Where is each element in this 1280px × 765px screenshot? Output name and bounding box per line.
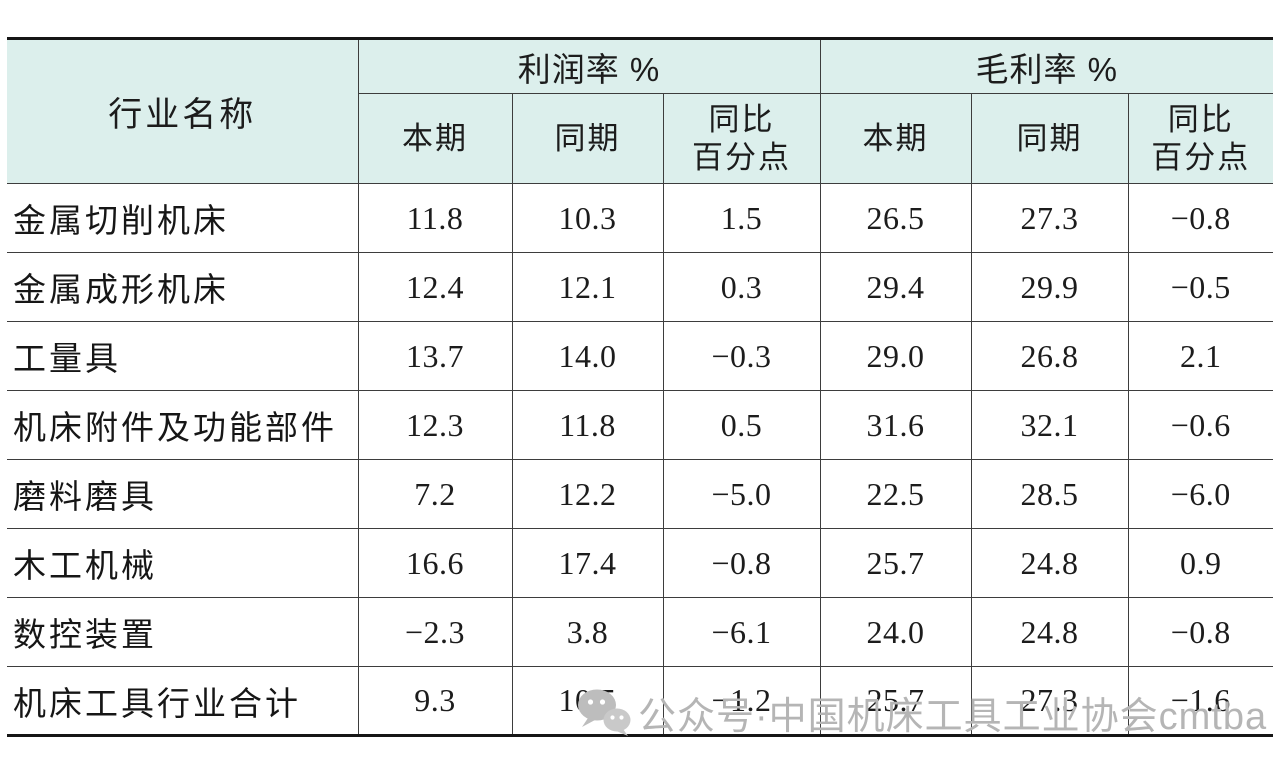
- value-cell: 26.5: [819, 183, 972, 253]
- industry-name-cell: 磨料磨具: [7, 459, 359, 529]
- value-cell: 27.3: [970, 183, 1129, 253]
- value-cell: −1.2: [662, 666, 821, 736]
- header-margin-current: 本期: [819, 93, 972, 184]
- value-cell: −1.6: [1127, 666, 1274, 736]
- industry-name-cell: 数控装置: [7, 597, 359, 667]
- table-row: 金属切削机床 11.8 10.3 1.5 26.5 27.3 −0.8: [7, 183, 1274, 253]
- value-cell: 25.7: [819, 528, 972, 598]
- value-cell: 26.8: [970, 321, 1129, 391]
- header-profit-current: 本期: [358, 93, 513, 184]
- value-cell: 12.1: [511, 252, 664, 322]
- value-cell: 0.3: [662, 252, 821, 322]
- value-cell: −0.6: [1127, 390, 1274, 460]
- value-cell: −5.0: [662, 459, 821, 529]
- value-cell: 13.7: [357, 321, 513, 391]
- value-cell: −6.0: [1127, 459, 1274, 529]
- value-cell: 29.9: [970, 252, 1129, 322]
- value-cell: 24.0: [819, 597, 972, 667]
- value-cell: 0.5: [662, 390, 821, 460]
- value-cell: 10.5: [511, 666, 664, 736]
- value-cell: 9.3: [357, 666, 513, 736]
- value-cell: −0.8: [662, 528, 821, 598]
- industry-name-cell: 金属成形机床: [7, 252, 359, 322]
- value-cell: 28.5: [970, 459, 1129, 529]
- header-margin-prior: 同期: [970, 93, 1129, 184]
- value-cell: −0.3: [662, 321, 821, 391]
- value-cell: 1.5: [662, 183, 821, 253]
- table-row: 金属成形机床 12.4 12.1 0.3 29.4 29.9 −0.5: [7, 252, 1274, 322]
- industry-name-cell: 机床附件及功能部件: [7, 390, 359, 460]
- value-cell: −0.8: [1127, 597, 1274, 667]
- value-cell: −0.8: [1127, 183, 1274, 253]
- table-row: 木工机械 16.6 17.4 −0.8 25.7 24.8 0.9: [7, 528, 1274, 598]
- industry-profit-table: 行业名称 利润率 % 毛利率 % 本期 同期 同比 百分点 本期 同期 同比 百…: [7, 37, 1274, 737]
- industry-name-cell: 工量具: [7, 321, 359, 391]
- value-cell: 25.7: [819, 666, 972, 736]
- value-cell: 22.5: [819, 459, 972, 529]
- industry-name-cell: 木工机械: [7, 528, 359, 598]
- value-cell: 7.2: [357, 459, 513, 529]
- value-cell: 16.6: [357, 528, 513, 598]
- value-cell: 12.3: [357, 390, 513, 460]
- value-cell: 32.1: [970, 390, 1129, 460]
- value-cell: 12.2: [511, 459, 664, 529]
- table-row: 数控装置 −2.3 3.8 −6.1 24.0 24.8 −0.8: [7, 597, 1274, 667]
- table-row: 机床附件及功能部件 12.3 11.8 0.5 31.6 32.1 −0.6: [7, 390, 1274, 460]
- header-group-profit-rate: 利润率 %: [357, 38, 821, 94]
- value-cell: 29.4: [819, 252, 972, 322]
- industry-name-cell: 机床工具行业合计: [7, 666, 359, 736]
- value-cell: 27.3: [970, 666, 1129, 736]
- header-sub-row: 本期 同期 同比 百分点 本期 同期 同比 百分点: [7, 93, 1274, 184]
- value-cell: 24.8: [970, 528, 1129, 598]
- value-cell: 0.9: [1127, 528, 1274, 598]
- value-cell: 11.8: [511, 390, 664, 460]
- value-cell: 31.6: [819, 390, 972, 460]
- value-cell: 14.0: [511, 321, 664, 391]
- value-cell: 11.8: [357, 183, 513, 253]
- table-row-total: 机床工具行业合计 9.3 10.5 −1.2 25.7 27.3 −1.6: [7, 666, 1274, 736]
- header-profit-yoy-pp: 同比 百分点: [662, 93, 821, 184]
- header-group-gross-margin: 毛利率 %: [819, 38, 1274, 94]
- header-industry-name: 行业名称: [7, 38, 359, 184]
- value-cell: 10.3: [511, 183, 664, 253]
- value-cell: 24.8: [970, 597, 1129, 667]
- value-cell: −6.1: [662, 597, 821, 667]
- table-row: 工量具 13.7 14.0 −0.3 29.0 26.8 2.1: [7, 321, 1274, 391]
- value-cell: 29.0: [819, 321, 972, 391]
- value-cell: 17.4: [511, 528, 664, 598]
- header-margin-yoy-pp: 同比 百分点: [1127, 93, 1274, 184]
- header-profit-prior: 同期: [511, 93, 664, 184]
- industry-name-cell: 金属切削机床: [7, 183, 359, 253]
- header-group-row: 行业名称 利润率 % 毛利率 %: [7, 38, 1274, 184]
- value-cell: −0.5: [1127, 252, 1274, 322]
- value-cell: −2.3: [357, 597, 513, 667]
- value-cell: 2.1: [1127, 321, 1274, 391]
- value-cell: 12.4: [357, 252, 513, 322]
- table-row: 磨料磨具 7.2 12.2 −5.0 22.5 28.5 −6.0: [7, 459, 1274, 529]
- value-cell: 3.8: [511, 597, 664, 667]
